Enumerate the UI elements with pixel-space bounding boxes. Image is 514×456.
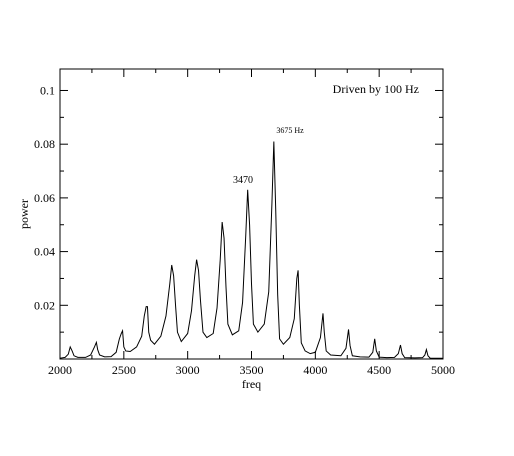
annotation-3470: 3470 bbox=[233, 175, 253, 186]
annotation-3675: 3675 Hz bbox=[276, 126, 304, 135]
y-tick-label: 0.1 bbox=[40, 83, 55, 97]
ticks bbox=[59, 69, 444, 359]
y-tick-label: 0.04 bbox=[34, 245, 55, 259]
x-tick-label: 4000 bbox=[303, 363, 327, 377]
y-tick-label: 0.02 bbox=[34, 298, 55, 312]
series-line bbox=[59, 141, 443, 359]
y-axis-label: power bbox=[17, 199, 31, 229]
x-tick-label: 3000 bbox=[176, 363, 200, 377]
plot-frame bbox=[59, 68, 444, 360]
x-tick-label: 2500 bbox=[112, 363, 136, 377]
y-tick-label: 0.06 bbox=[34, 191, 55, 205]
y-tick-label: 0.08 bbox=[34, 137, 55, 151]
legend-text: Driven by 100 Hz bbox=[333, 82, 419, 96]
x-tick-label: 2000 bbox=[48, 363, 72, 377]
x-tick-label: 4500 bbox=[367, 363, 391, 377]
tick-labels: 2000 2500 3000 3500 4000 4500 5000 0.02 0.04 0.06… bbox=[34, 83, 455, 377]
x-tick-label: 5000 bbox=[431, 363, 455, 377]
x-tick-label: 3500 bbox=[240, 363, 264, 377]
x-axis-label: freq bbox=[242, 377, 261, 391]
